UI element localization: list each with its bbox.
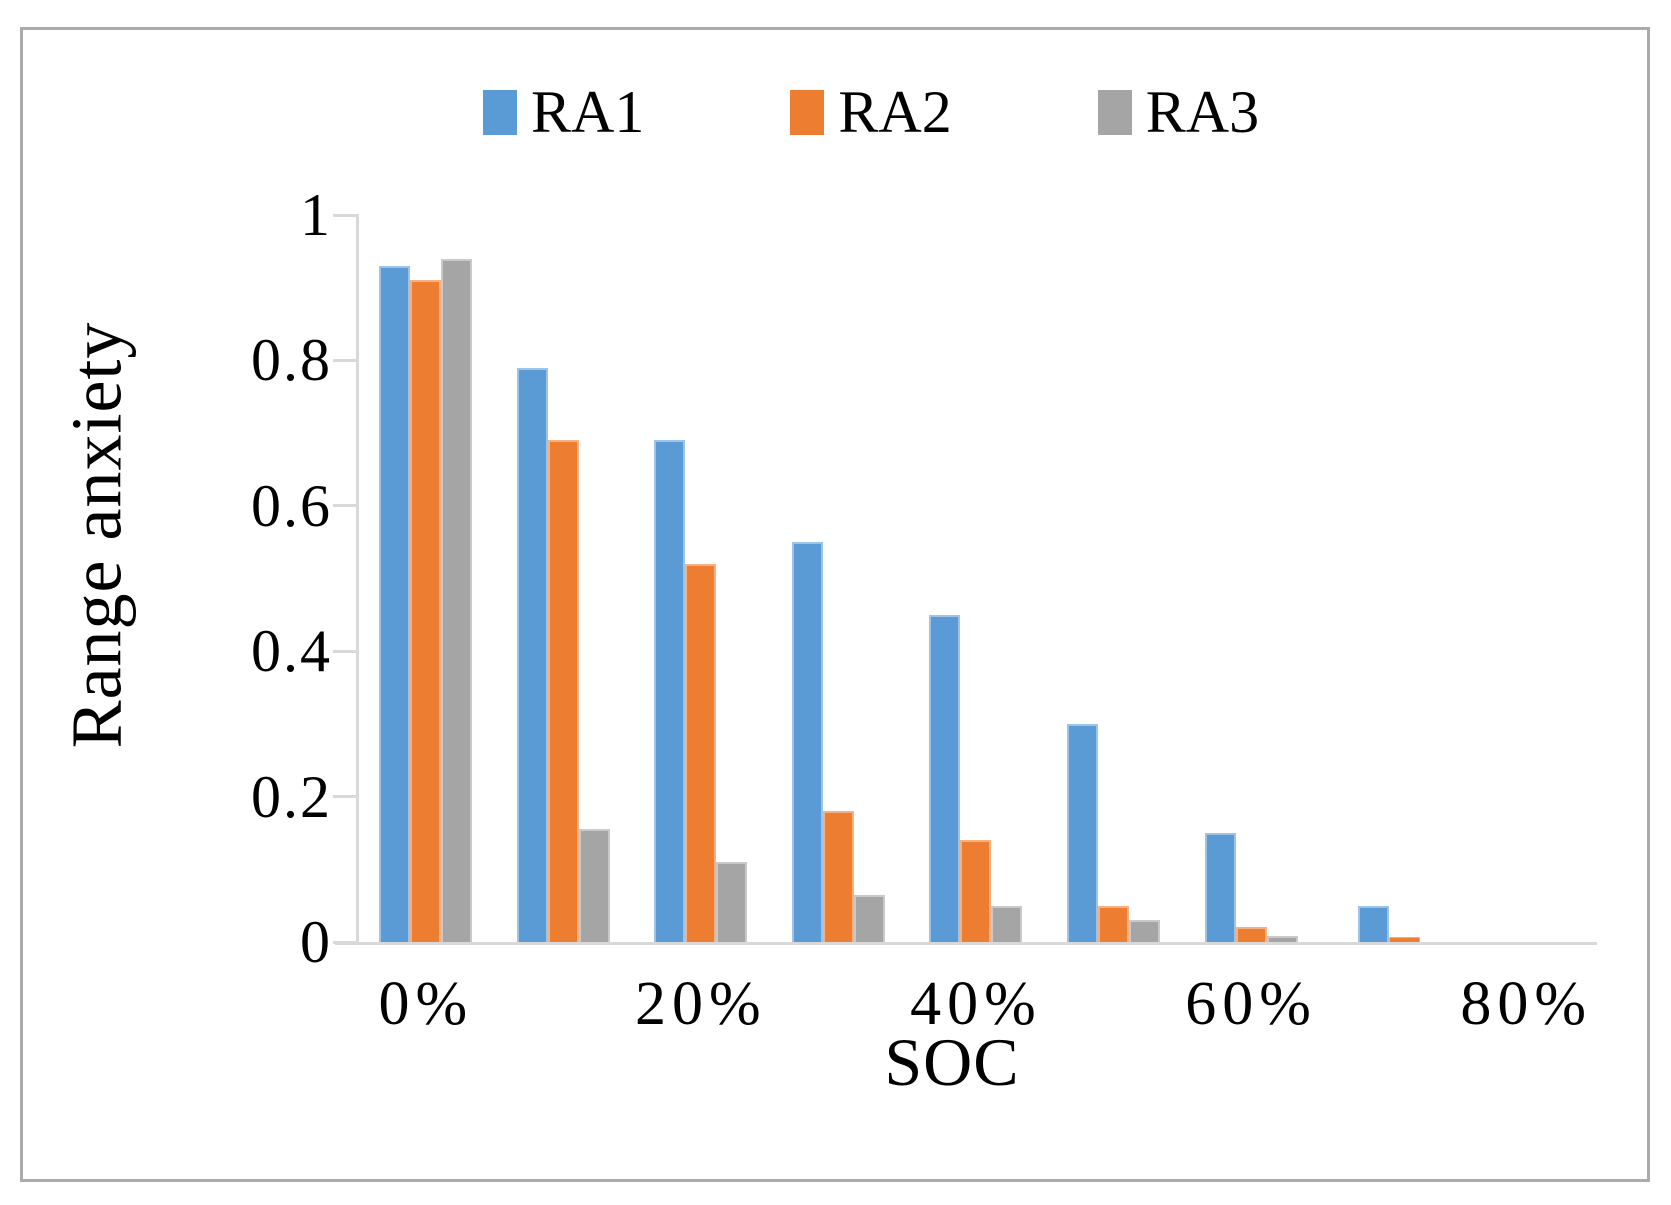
bar-ra1-70% (1357, 906, 1389, 942)
legend-label-ra1: RA1 (531, 79, 645, 145)
x-axis-title: SOC (884, 1024, 1020, 1100)
y-tick-label: 0.4 (251, 618, 332, 685)
bar-ra1-60% (1204, 833, 1236, 942)
bar-ra2-10% (547, 440, 579, 942)
legend-item-ra3: RA3 (1097, 79, 1260, 145)
bar-ra1-0% (379, 266, 411, 942)
bar-ra3-20% (716, 862, 748, 942)
y-tick (333, 504, 356, 508)
legend-label-ra3: RA3 (1145, 79, 1260, 145)
y-tick-label: 0.2 (251, 763, 332, 830)
bar-ra3-30% (853, 895, 885, 942)
bar-ra1-30% (791, 542, 823, 942)
bar-group-50% (1045, 724, 1183, 942)
x-tick-label: 0% (378, 970, 474, 1038)
y-tick-label: 0 (300, 909, 332, 975)
bar-ra2-40% (960, 840, 992, 942)
bar-ra1-20% (654, 440, 686, 942)
bar-ra2-0% (410, 280, 442, 942)
y-axis-line (356, 214, 359, 944)
bar-group-0% (357, 259, 495, 942)
legend-item-ra2: RA2 (790, 79, 952, 145)
y-tick-label: 0.8 (251, 327, 332, 394)
y-axis-labels: 1 0.8 0.6 0.4 0.2 0 (140, 182, 332, 975)
legend-swatch-ra3 (1097, 89, 1132, 135)
bar-ra2-50% (1098, 906, 1130, 942)
bar-ra1-10% (516, 368, 548, 942)
bar-ra3-60% (1266, 936, 1298, 942)
bar-ra3-10% (578, 829, 610, 942)
bar-ra2-70% (1388, 937, 1420, 942)
bar-group-60% (1182, 833, 1320, 942)
y-tick (333, 795, 356, 799)
y-tick-label: 1 (300, 182, 332, 248)
bar-ra2-20% (685, 564, 717, 942)
legend-label-ra2: RA2 (838, 79, 952, 145)
bar-group-40% (907, 615, 1045, 942)
bar-group-10% (495, 368, 633, 942)
bar-ra1-50% (1067, 724, 1099, 942)
y-tick-label: 0.6 (251, 472, 332, 539)
legend-swatch-ra1 (483, 89, 517, 135)
bar-ra2-30% (822, 811, 854, 942)
bar-ra3-0% (441, 259, 473, 942)
bar-ra1-40% (929, 615, 961, 942)
bar-ra3-40% (991, 906, 1023, 942)
figure-border (20, 27, 1650, 1182)
bar-ra3-50% (1129, 920, 1161, 942)
y-tick (333, 940, 356, 944)
y-tick (333, 213, 356, 217)
bar-group-30% (770, 542, 908, 942)
x-axis-line (335, 942, 1597, 945)
bar-group-70% (1320, 906, 1458, 942)
plot-area (333, 213, 1597, 945)
y-tick (333, 649, 356, 653)
bar-group-20% (632, 440, 770, 942)
legend-swatch-ra2 (790, 89, 825, 135)
x-tick-label: 20% (635, 970, 767, 1038)
y-tick (333, 358, 356, 362)
x-tick-label: 40% (910, 970, 1042, 1038)
x-tick-label: 60% (1185, 970, 1317, 1038)
bar-ra2-60% (1235, 927, 1267, 942)
legend-item-ra1: RA1 (483, 82, 644, 142)
legend: RA1 RA2 RA3 (483, 82, 1259, 142)
x-tick-label: 80% (1460, 970, 1593, 1038)
y-axis-title: Range anxiety (56, 321, 137, 749)
